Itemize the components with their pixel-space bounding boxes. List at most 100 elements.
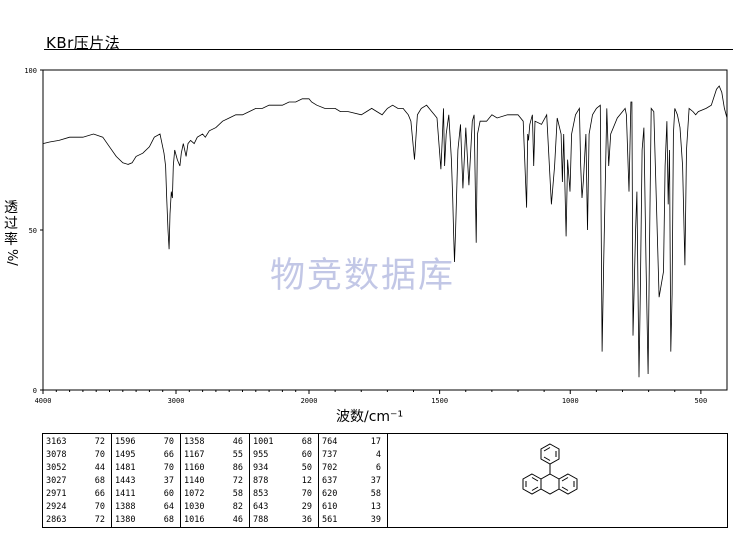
peak-transmittance: 70 bbox=[163, 463, 174, 473]
peak-table: 3163 72 3078 70 3052 44 3027 68 2971 66 2924 70 2863… bbox=[42, 433, 728, 528]
peak-transmittance: 4 bbox=[375, 450, 381, 460]
peak-transmittance: 68 bbox=[301, 437, 312, 447]
peak-transmittance: 39 bbox=[370, 515, 381, 525]
peak-wavenumber: 3052 bbox=[46, 463, 67, 473]
peak-wavenumber: 2863 bbox=[46, 515, 67, 525]
peak-transmittance: 86 bbox=[232, 463, 243, 473]
peak-wavenumber: 637 bbox=[322, 476, 338, 486]
peak-transmittance: 12 bbox=[301, 476, 312, 486]
peak-transmittance: 72 bbox=[94, 515, 105, 525]
peak-row: 702 6 bbox=[319, 462, 387, 475]
spectrum-line bbox=[42, 85, 728, 378]
peak-wavenumber: 1016 bbox=[184, 515, 205, 525]
y-tick-label: 0 bbox=[33, 387, 37, 395]
peak-row: 3163 72 bbox=[43, 436, 111, 449]
peak-column: 1358 46 1167 55 1160 86 1140 72 1072 58 1030 82 1016… bbox=[181, 434, 250, 527]
peak-wavenumber: 934 bbox=[253, 463, 269, 473]
peak-transmittance: 60 bbox=[301, 450, 312, 460]
peak-transmittance: 64 bbox=[163, 502, 174, 512]
peak-wavenumber: 878 bbox=[253, 476, 269, 486]
peak-transmittance: 66 bbox=[163, 450, 174, 460]
title-divider bbox=[44, 49, 733, 50]
peak-row: 1030 82 bbox=[181, 501, 249, 514]
peak-row: 1016 46 bbox=[181, 514, 249, 527]
peak-row: 955 60 bbox=[250, 449, 318, 462]
peak-wavenumber: 610 bbox=[322, 502, 338, 512]
peak-column: 3163 72 3078 70 3052 44 3027 68 2971 66 2924 70 2863… bbox=[43, 434, 112, 527]
peak-transmittance: 13 bbox=[370, 502, 381, 512]
peak-wavenumber: 643 bbox=[253, 502, 269, 512]
molecular-structure-image bbox=[522, 443, 578, 495]
peak-row: 1380 68 bbox=[112, 514, 180, 527]
y-axis-label-unit: %/ bbox=[4, 249, 19, 266]
peak-wavenumber: 1030 bbox=[184, 502, 205, 512]
x-tick-label: 1000 bbox=[562, 397, 579, 405]
peak-transmittance: 58 bbox=[370, 489, 381, 499]
plot-frame bbox=[42, 69, 728, 391]
peak-wavenumber: 702 bbox=[322, 463, 338, 473]
peak-row: 1140 72 bbox=[181, 475, 249, 488]
peak-row: 1596 70 bbox=[112, 436, 180, 449]
peak-wavenumber: 1167 bbox=[184, 450, 205, 460]
peak-row: 934 50 bbox=[250, 462, 318, 475]
peak-row: 878 12 bbox=[250, 475, 318, 488]
peak-transmittance: 70 bbox=[163, 437, 174, 447]
peak-row: 1443 37 bbox=[112, 475, 180, 488]
peak-transmittance: 82 bbox=[232, 502, 243, 512]
peak-row: 561 39 bbox=[319, 514, 387, 527]
peak-transmittance: 70 bbox=[94, 450, 105, 460]
peak-transmittance: 50 bbox=[301, 463, 312, 473]
x-tick-label: 3000 bbox=[168, 397, 185, 405]
peak-row: 1481 70 bbox=[112, 462, 180, 475]
peak-wavenumber: 1380 bbox=[115, 515, 136, 525]
peak-wavenumber: 1481 bbox=[115, 463, 136, 473]
peak-row: 3078 70 bbox=[43, 449, 111, 462]
peak-column: 1001 68 955 60 934 50 878 12 853 70 643 29 788 36 bbox=[250, 434, 319, 527]
peak-wavenumber: 955 bbox=[253, 450, 269, 460]
peak-row: 2924 70 bbox=[43, 501, 111, 514]
peak-transmittance: 44 bbox=[94, 463, 105, 473]
peak-row: 1495 66 bbox=[112, 449, 180, 462]
peak-wavenumber: 737 bbox=[322, 450, 338, 460]
peak-row: 3052 44 bbox=[43, 462, 111, 475]
peak-wavenumber: 3027 bbox=[46, 476, 67, 486]
peak-transmittance: 6 bbox=[375, 463, 381, 473]
peak-row: 643 29 bbox=[250, 501, 318, 514]
peak-wavenumber: 2924 bbox=[46, 502, 67, 512]
peak-row: 2863 72 bbox=[43, 514, 111, 527]
peak-wavenumber: 1495 bbox=[115, 450, 136, 460]
peak-transmittance: 46 bbox=[232, 437, 243, 447]
peak-wavenumber: 1160 bbox=[184, 463, 205, 473]
x-tick-label: 2000 bbox=[301, 397, 318, 405]
peak-transmittance: 70 bbox=[301, 489, 312, 499]
peak-row: 637 37 bbox=[319, 475, 387, 488]
peak-wavenumber: 561 bbox=[322, 515, 338, 525]
peak-row: 1167 55 bbox=[181, 449, 249, 462]
y-tick-label: 100 bbox=[24, 67, 37, 75]
peak-wavenumber: 853 bbox=[253, 489, 269, 499]
peak-row: 2971 66 bbox=[43, 488, 111, 501]
peak-wavenumber: 764 bbox=[322, 437, 338, 447]
peak-column: 1596 70 1495 66 1481 70 1443 37 1411 60 1388 64 1380… bbox=[112, 434, 181, 527]
peak-transmittance: 66 bbox=[94, 489, 105, 499]
peak-transmittance: 58 bbox=[232, 489, 243, 499]
peak-wavenumber: 1443 bbox=[115, 476, 136, 486]
peak-transmittance: 60 bbox=[163, 489, 174, 499]
peak-row: 788 36 bbox=[250, 514, 318, 527]
peak-wavenumber: 2971 bbox=[46, 489, 67, 499]
structure-panel bbox=[388, 434, 727, 527]
y-axis-label-text: 透过率 bbox=[4, 200, 18, 248]
peak-row: 1388 64 bbox=[112, 501, 180, 514]
y-axis-label: 透过率 %/ bbox=[3, 200, 19, 266]
peak-row: 620 58 bbox=[319, 488, 387, 501]
peak-row: 1001 68 bbox=[250, 436, 318, 449]
x-tick-label: 4000 bbox=[35, 397, 52, 405]
peak-transmittance: 68 bbox=[163, 515, 174, 525]
peak-wavenumber: 1072 bbox=[184, 489, 205, 499]
peak-wavenumber: 620 bbox=[322, 489, 338, 499]
peak-transmittance: 29 bbox=[301, 502, 312, 512]
peak-row: 853 70 bbox=[250, 488, 318, 501]
x-tick-label: 1500 bbox=[431, 397, 448, 405]
peak-row: 1072 58 bbox=[181, 488, 249, 501]
